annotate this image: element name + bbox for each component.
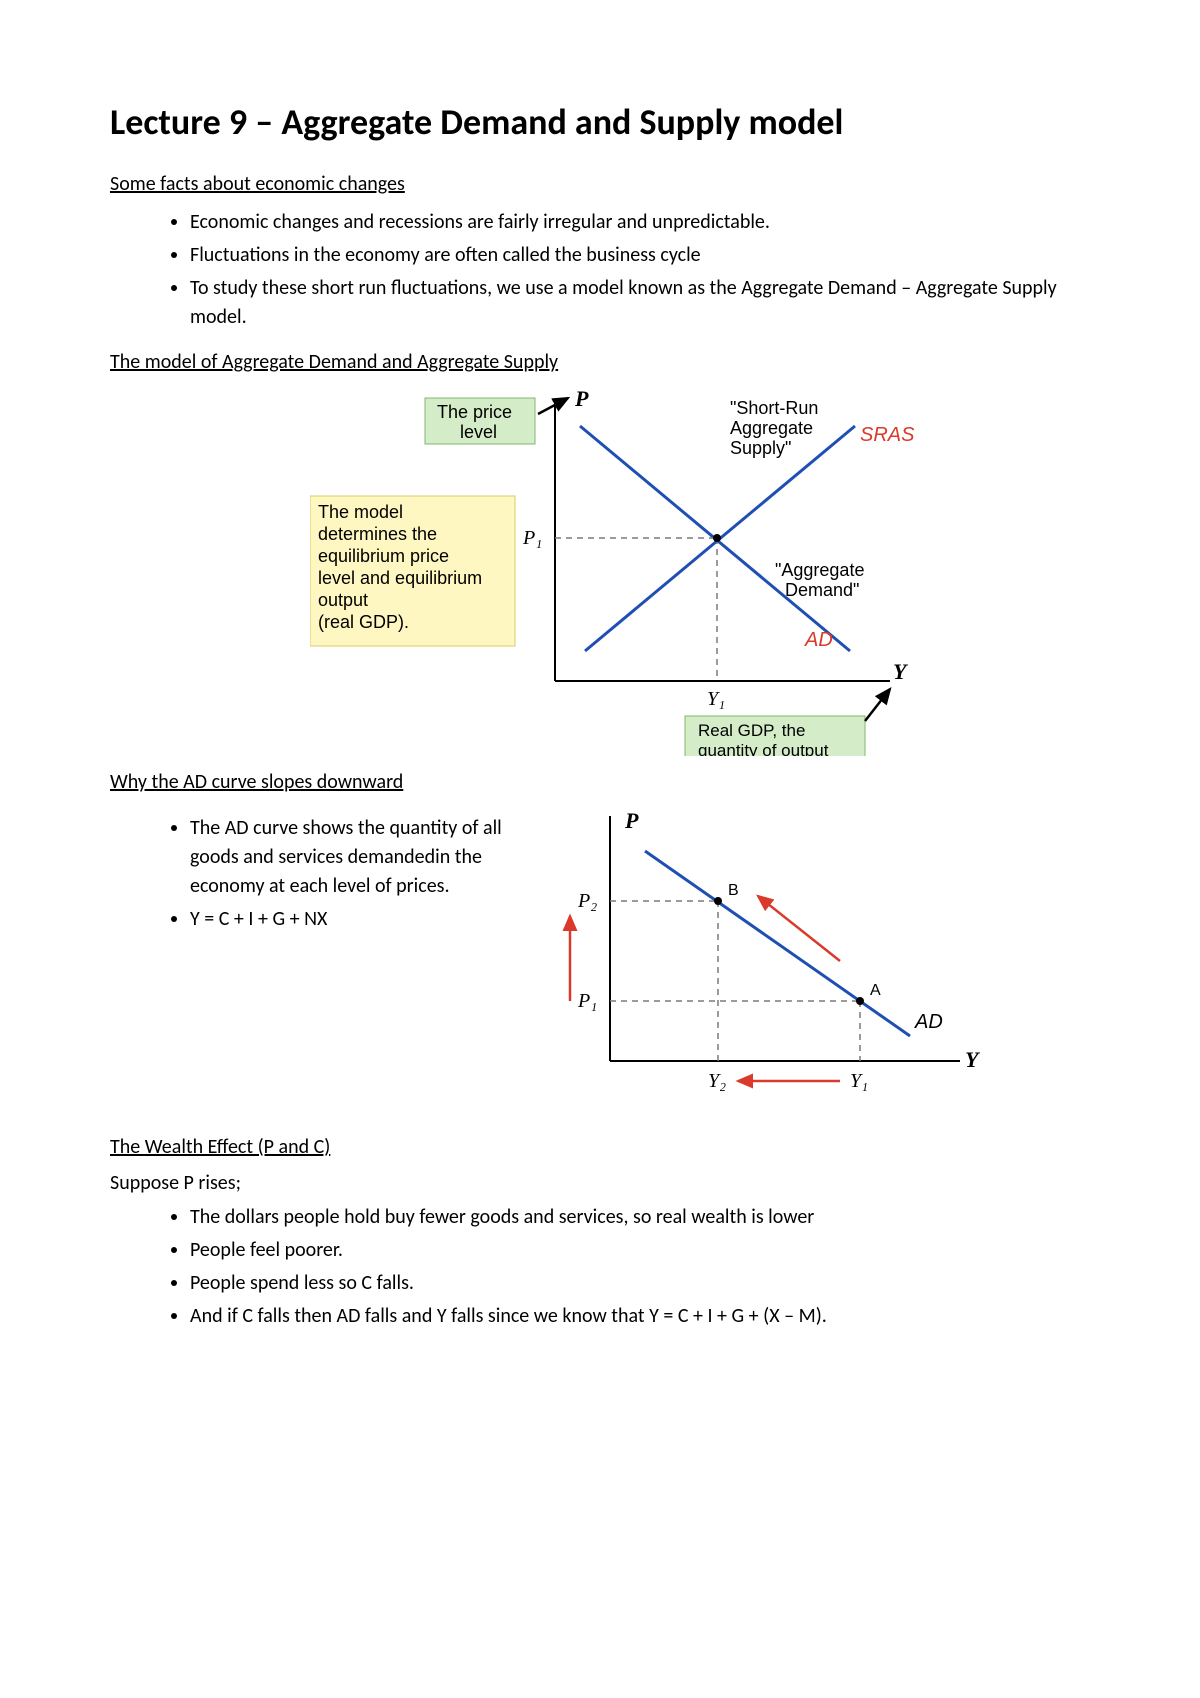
- svg-text:determines the: determines the: [318, 524, 437, 544]
- svg-text:SRAS: SRAS: [860, 424, 915, 446]
- svg-text:Y₂: Y₂: [708, 1070, 726, 1092]
- section-heading-facts: Some facts about economic changes: [110, 172, 1090, 196]
- svg-text:(real GDP).: (real GDP).: [318, 612, 409, 632]
- slope-list: The AD curve shows the quantity of all g…: [110, 814, 540, 934]
- list-item: The dollars people hold buy fewer goods …: [190, 1203, 1090, 1232]
- list-item: People feel poorer.: [190, 1236, 1090, 1265]
- svg-text:level: level: [460, 422, 497, 442]
- list-item: Economic changes and recessions are fair…: [190, 208, 1090, 237]
- facts-list: Economic changes and recessions are fair…: [110, 208, 1090, 332]
- list-item: The AD curve shows the quantity of all g…: [190, 814, 540, 901]
- svg-text:Demand": Demand": [785, 580, 859, 600]
- section-heading-slope: Why the AD curve slopes downward: [110, 770, 1090, 794]
- svg-text:P₂: P₂: [577, 890, 597, 912]
- svg-text:B: B: [728, 882, 739, 899]
- svg-text:A: A: [870, 982, 881, 999]
- svg-text:Y₁: Y₁: [850, 1070, 868, 1092]
- svg-text:AD: AD: [804, 629, 833, 651]
- svg-text:AD: AD: [914, 1011, 943, 1033]
- svg-text:output: output: [318, 590, 368, 610]
- svg-text:P: P: [574, 386, 589, 411]
- svg-text:"Aggregate: "Aggregate: [775, 560, 864, 580]
- list-item: And if C falls then AD falls and Y falls…: [190, 1302, 1090, 1331]
- svg-text:Aggregate: Aggregate: [730, 418, 813, 438]
- section-heading-wealth: The Wealth Effect (P and C): [110, 1135, 1090, 1159]
- svg-text:"Short-Run: "Short-Run: [730, 398, 818, 418]
- svg-text:Y: Y: [965, 1047, 981, 1072]
- list-item: Y = C + I + G + NX: [190, 905, 540, 934]
- list-item: Fluctuations in the economy are often ca…: [190, 241, 1090, 270]
- svg-text:P₁: P₁: [577, 990, 597, 1012]
- svg-text:P: P: [624, 808, 639, 833]
- svg-text:Y₁: Y₁: [707, 688, 725, 710]
- section-heading-model: The model of Aggregate Demand and Aggreg…: [110, 350, 1090, 374]
- svg-text:Y: Y: [893, 659, 909, 684]
- svg-text:equilibrium price: equilibrium price: [318, 546, 449, 566]
- svg-text:quantity of output: quantity of output: [698, 741, 829, 756]
- page-title: Lecture 9 – Aggregate Demand and Supply …: [110, 100, 1090, 144]
- svg-text:The model: The model: [318, 502, 403, 522]
- list-item: To study these short run fluctuations, w…: [190, 274, 1090, 332]
- wealth-intro: Suppose P rises;: [110, 1171, 1090, 1195]
- svg-text:level and equilibrium: level and equilibrium: [318, 568, 482, 588]
- svg-text:The price: The price: [437, 402, 512, 422]
- svg-text:Real GDP, the: Real GDP, the: [698, 721, 805, 740]
- svg-text:Supply": Supply": [730, 438, 791, 458]
- svg-text:P₁: P₁: [522, 527, 542, 549]
- ad-slope-diagram: P Y AD P₁ P₂ Y₁ Y₂ B A: [540, 806, 1000, 1116]
- ad-as-diagram: The modeldetermines theequilibrium price…: [310, 386, 1030, 756]
- list-item: People spend less so C falls.: [190, 1269, 1090, 1298]
- wealth-list: The dollars people hold buy fewer goods …: [110, 1203, 1090, 1331]
